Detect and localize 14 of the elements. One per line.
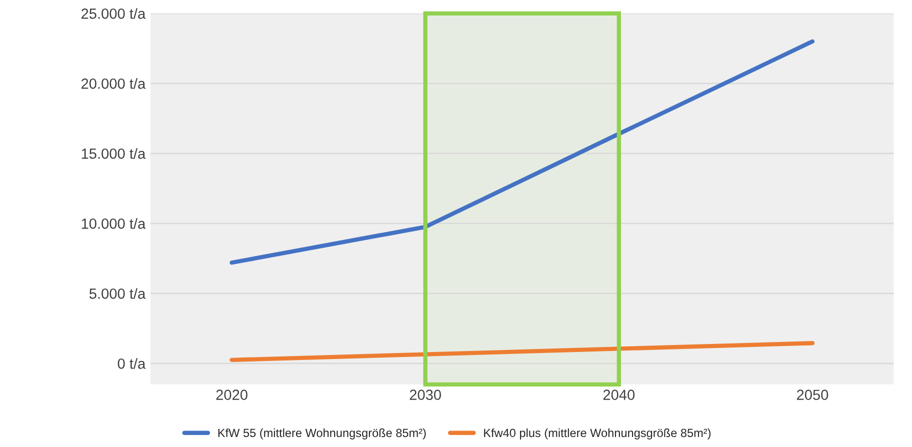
x-tick-label: 2040 <box>603 390 635 400</box>
y-tick-label: 15.000 t/a <box>82 148 146 159</box>
x-tick-label: 2030 <box>410 390 441 400</box>
y-tick-label: 10.000 t/a <box>82 218 146 229</box>
x-tick-label: 2020 <box>216 390 248 400</box>
y-tick-label: 0 t/a <box>118 358 146 369</box>
y-tick-label: 5.000 t/a <box>89 288 146 299</box>
line-series <box>230 341 815 362</box>
legend-label: Kfw40 plus (mittlere Wohnungsgröße 85m²) <box>484 428 711 440</box>
line-series <box>230 39 815 265</box>
x-tick-label: 2050 <box>796 390 828 400</box>
legend-label: KfW 55 (mittlere Wohnungsgröße 85m²) <box>218 428 426 440</box>
y-tick-label: 25.000 t/a <box>81 8 146 19</box>
y-tick-label: 20.000 t/a <box>81 78 146 89</box>
